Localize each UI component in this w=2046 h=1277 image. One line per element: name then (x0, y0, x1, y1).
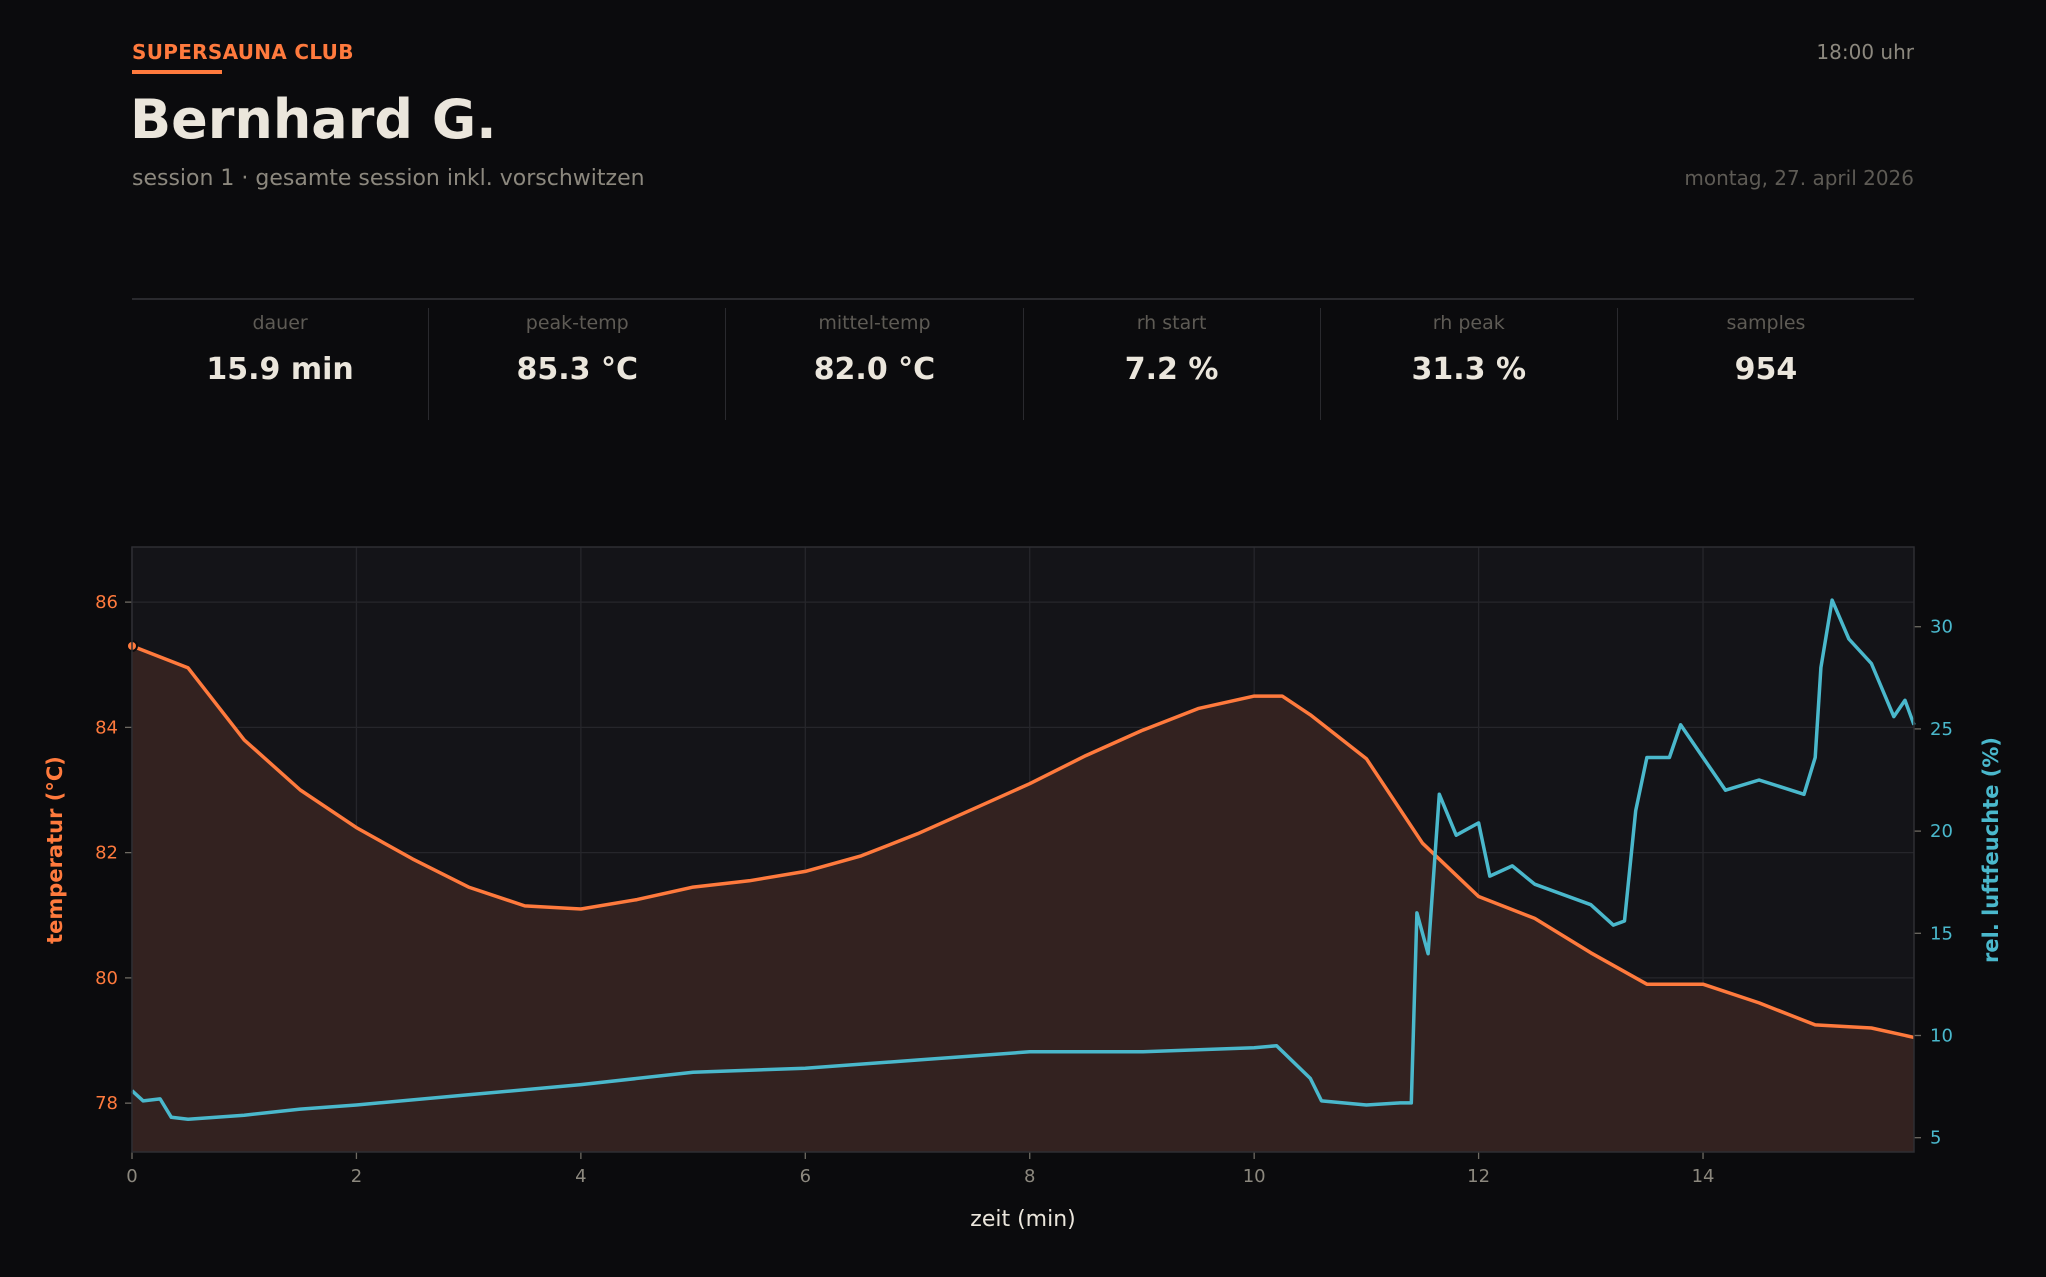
y2-tick-label: 30 (1930, 617, 1953, 638)
y2-tick-label: 15 (1930, 923, 1953, 944)
x-tick-label: 6 (800, 1166, 811, 1187)
stat-rh-start: rh start 7.2 % (1022, 308, 1320, 420)
stat-mittel-temp: mittel-temp 82.0 °C (725, 308, 1022, 420)
brand-label: SUPERSAUNA CLUB (132, 40, 354, 64)
y2-tick-label: 25 (1930, 719, 1953, 740)
x-tick-label: 12 (1467, 1166, 1490, 1187)
date-label: montag, 27. april 2026 (1684, 166, 1914, 190)
stat-label: mittel-temp (818, 312, 931, 334)
y2-tick-label: 20 (1930, 821, 1953, 842)
x-tick-label: 8 (1024, 1166, 1035, 1187)
temperature-area (132, 646, 1914, 1152)
stat-label: peak-temp (525, 312, 629, 334)
stat-value: 85.3 °C (516, 352, 638, 387)
x-tick-label: 4 (575, 1166, 586, 1187)
y2-tick-label: 5 (1930, 1128, 1941, 1149)
x-tick-label: 0 (126, 1166, 137, 1187)
y-tick-label: 84 (95, 717, 118, 738)
y-axis-label: temperatur (°C) (43, 756, 67, 944)
time-label: 18:00 uhr (1816, 40, 1914, 64)
stats-bar: dauer 15.9 min peak-temp 85.3 °C mittel-te… (132, 298, 1914, 422)
stat-peak-temp: peak-temp 85.3 °C (428, 308, 725, 420)
stat-value: 31.3 % (1411, 352, 1527, 387)
plot-frame (131, 546, 1915, 1153)
temperature-line (131, 644, 1915, 1040)
stat-value: 15.9 min (206, 352, 354, 387)
y2-tick-label: 10 (1930, 1025, 1953, 1046)
stat-dauer: dauer 15.9 min (132, 308, 428, 420)
x-axis-label: zeit (min) (970, 1207, 1075, 1232)
y-tick-label: 82 (95, 843, 118, 864)
stat-label: dauer (252, 312, 308, 334)
stat-samples: samples 954 (1616, 308, 1914, 420)
y-tick-label: 86 (95, 592, 118, 613)
stat-label: samples (1726, 312, 1806, 334)
page-title: Bernhard G. (130, 88, 497, 151)
x-tick-label: 10 (1243, 1166, 1266, 1187)
y2-axis-label: rel. luftfeuchte (%) (1979, 737, 2003, 963)
x-tick-label: 14 (1692, 1166, 1715, 1187)
stat-value: 7.2 % (1124, 352, 1219, 387)
session-subtitle: session 1 · gesamte session inkl. vorsch… (132, 166, 645, 191)
stat-rh-peak: rh peak 31.3 % (1319, 308, 1617, 420)
stat-label: rh peak (1432, 312, 1505, 334)
x-tick-label: 2 (351, 1166, 362, 1187)
stat-value: 954 (1734, 352, 1798, 387)
stat-value: 82.0 °C (813, 352, 936, 387)
stat-label: rh start (1136, 312, 1207, 334)
y-tick-label: 80 (95, 968, 118, 989)
humidity-line (130, 598, 1916, 1122)
brand-underline (132, 70, 222, 74)
y-tick-label: 78 (95, 1093, 118, 1114)
